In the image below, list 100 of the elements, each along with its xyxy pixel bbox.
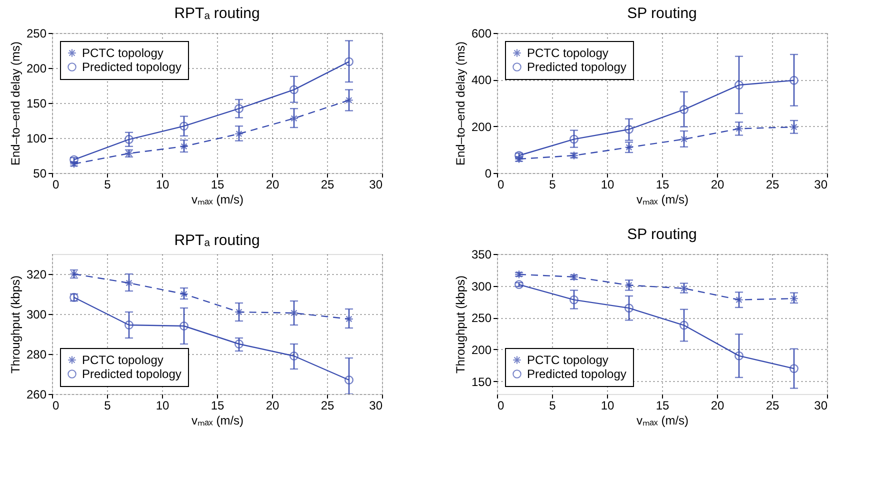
point xyxy=(290,85,298,94)
point xyxy=(180,142,188,151)
x-tick-label: 15 xyxy=(656,398,670,412)
x-tick-label: 25 xyxy=(766,398,780,412)
point xyxy=(124,320,134,330)
point xyxy=(734,295,744,304)
x-axis-title: vₘₐₓ (m/s) xyxy=(191,192,244,206)
point xyxy=(790,364,798,374)
y-tick-label: 250 xyxy=(26,26,47,40)
y-tick-label: 320 xyxy=(26,268,47,282)
legend-label: Predicted topology xyxy=(82,60,182,74)
x-tick-label: 5 xyxy=(549,398,556,412)
point xyxy=(234,104,244,114)
point xyxy=(344,96,354,105)
point xyxy=(790,76,798,85)
x-tick-label: 5 xyxy=(104,178,112,192)
y-tick-label: 200 xyxy=(471,342,492,357)
point xyxy=(624,304,634,313)
point xyxy=(514,280,524,290)
y-tick-label: 280 xyxy=(26,348,47,362)
x-tick-label: 25 xyxy=(320,178,334,192)
y-tick-label: 150 xyxy=(26,96,47,110)
chart-title: RPTₐ routing xyxy=(174,5,260,22)
y-tick-label: 300 xyxy=(26,308,47,322)
y-tick-label: 200 xyxy=(471,120,492,134)
y-tick-label: 260 xyxy=(26,388,47,402)
x-tick-label: 25 xyxy=(320,398,334,412)
point xyxy=(234,340,244,348)
y-tick-label: 300 xyxy=(471,279,492,294)
point xyxy=(180,122,188,131)
point xyxy=(180,322,188,330)
x-tick-label: 20 xyxy=(710,398,724,412)
x-tick-label: 10 xyxy=(156,178,170,192)
point xyxy=(570,272,578,282)
point xyxy=(680,105,688,114)
point xyxy=(790,122,798,132)
point xyxy=(234,129,244,138)
legend-label: Predicted topology xyxy=(82,367,182,381)
x-tick-label: 5 xyxy=(549,178,556,192)
point xyxy=(570,134,578,144)
x-tick-label: 0 xyxy=(52,178,60,192)
point xyxy=(734,80,744,90)
x-tick-label: 20 xyxy=(266,178,280,192)
y-axis-title: Throughput (kbps) xyxy=(453,275,468,374)
point xyxy=(680,320,688,330)
x-axis-title: vₘₐₓ (m/s) xyxy=(636,192,689,206)
y-tick-label: 0 xyxy=(484,166,492,180)
point xyxy=(180,290,188,298)
legend-label: Predicted topology xyxy=(527,60,626,74)
x-tick-label: 0 xyxy=(52,398,60,412)
x-tick-label: 30 xyxy=(369,398,383,412)
x-tick-label: 0 xyxy=(498,178,504,192)
y-axis-title: End–to–end delay (ms) xyxy=(8,41,22,166)
legend-label: PCTC topology xyxy=(527,353,608,367)
point xyxy=(734,351,744,360)
x-tick-label: 30 xyxy=(814,398,828,412)
y-tick-label: 50 xyxy=(33,166,47,180)
y-tick-label: 600 xyxy=(471,26,492,40)
point xyxy=(290,352,298,360)
point xyxy=(290,114,298,123)
point xyxy=(344,57,354,66)
x-tick-label: 25 xyxy=(766,178,780,192)
point xyxy=(344,314,354,324)
point xyxy=(344,376,354,384)
x-tick-label: 20 xyxy=(266,398,280,412)
y-tick-label: 350 xyxy=(471,248,492,262)
y-tick-label: 150 xyxy=(471,374,492,389)
x-tick-label: 30 xyxy=(369,178,383,192)
point xyxy=(514,270,524,279)
point xyxy=(124,134,134,144)
point xyxy=(124,278,134,288)
chart-title: SP routing xyxy=(627,226,697,243)
point xyxy=(624,124,634,134)
legend-label: PCTC topology xyxy=(527,46,608,60)
chart-title: SP routing xyxy=(627,5,697,22)
y-axis-title: Throughput (kbps) xyxy=(8,275,22,374)
y-tick-label: 250 xyxy=(471,311,492,326)
point xyxy=(734,124,744,134)
x-tick-label: 15 xyxy=(210,398,224,412)
y-tick-label: 100 xyxy=(26,132,47,146)
x-tick-label: 0 xyxy=(498,398,504,412)
x-tick-label: 30 xyxy=(814,178,828,192)
point xyxy=(234,308,244,316)
legend-label: PCTC topology xyxy=(82,46,164,60)
y-axis-title: End–to–end delay (ms) xyxy=(453,41,468,166)
x-axis-title: vₘₐₓ (m/s) xyxy=(636,414,689,428)
legend-label: PCTC topology xyxy=(82,353,164,367)
x-tick-label: 10 xyxy=(156,398,170,412)
point xyxy=(680,134,688,144)
point xyxy=(290,308,298,318)
x-tick-label: 10 xyxy=(600,178,614,192)
x-tick-label: 20 xyxy=(710,178,724,192)
x-tick-label: 10 xyxy=(600,398,614,412)
point xyxy=(790,294,798,304)
x-tick-label: 15 xyxy=(210,178,224,192)
x-tick-label: 15 xyxy=(656,178,670,192)
point xyxy=(570,295,578,304)
x-tick-label: 5 xyxy=(104,398,112,412)
y-tick-label: 200 xyxy=(26,62,47,76)
chart-title: RPTₐ routing xyxy=(174,232,260,249)
